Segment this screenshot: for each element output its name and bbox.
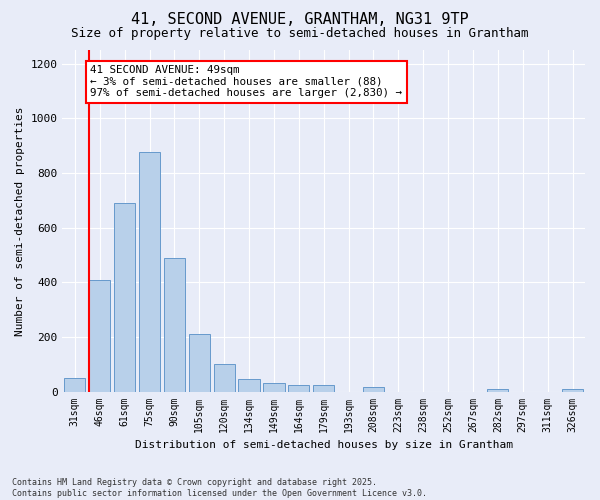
- Bar: [64, 378, 85, 392]
- Bar: [238, 380, 260, 392]
- Bar: [288, 384, 310, 392]
- Bar: [139, 152, 160, 392]
- Bar: [89, 280, 110, 392]
- Text: Size of property relative to semi-detached houses in Grantham: Size of property relative to semi-detach…: [71, 28, 529, 40]
- Bar: [487, 389, 508, 392]
- Bar: [214, 364, 235, 392]
- Text: 41, SECOND AVENUE, GRANTHAM, NG31 9TP: 41, SECOND AVENUE, GRANTHAM, NG31 9TP: [131, 12, 469, 28]
- Text: 41 SECOND AVENUE: 49sqm
← 3% of semi-detached houses are smaller (88)
97% of sem: 41 SECOND AVENUE: 49sqm ← 3% of semi-det…: [90, 65, 402, 98]
- Bar: [189, 334, 210, 392]
- Y-axis label: Number of semi-detached properties: Number of semi-detached properties: [15, 106, 25, 336]
- X-axis label: Distribution of semi-detached houses by size in Grantham: Distribution of semi-detached houses by …: [135, 440, 513, 450]
- Bar: [562, 389, 583, 392]
- Bar: [164, 258, 185, 392]
- Bar: [313, 384, 334, 392]
- Text: Contains HM Land Registry data © Crown copyright and database right 2025.
Contai: Contains HM Land Registry data © Crown c…: [12, 478, 427, 498]
- Bar: [114, 203, 135, 392]
- Bar: [363, 388, 384, 392]
- Bar: [263, 384, 284, 392]
